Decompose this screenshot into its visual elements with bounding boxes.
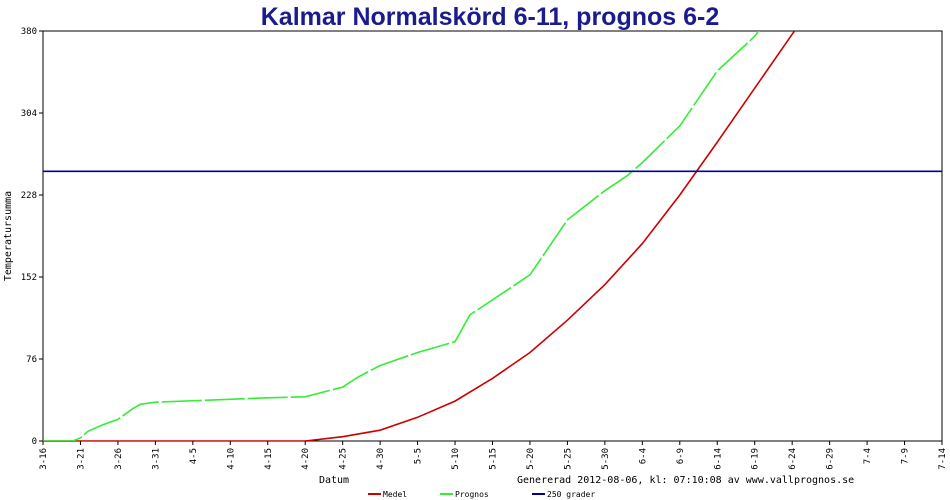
- y-tick-label: 380: [21, 27, 37, 37]
- legend-label: 250 grader: [547, 490, 595, 499]
- x-tick-label: 4-15: [264, 448, 274, 470]
- x-tick-label: 7-9: [901, 448, 911, 464]
- x-tick-label: 6-24: [788, 448, 798, 470]
- x-axis: 3-16 3-21 3-26 3-31 4-5 4-10 4-15 4-20 4-25 4-30 5…: [39, 441, 948, 470]
- x-tick-label: 3-16: [39, 448, 49, 470]
- x-tick-label: 4-20: [301, 448, 311, 470]
- x-tick-label: 6-4: [638, 448, 648, 464]
- footer-text: Genererad 2012-08-06, kl: 07:10:08 av ww…: [517, 475, 854, 486]
- x-tick-label: 4-5: [189, 448, 199, 464]
- x-axis-label: Datum: [319, 475, 349, 486]
- x-tick-label: 4-10: [226, 448, 236, 470]
- x-tick-label: 7-14: [938, 448, 948, 470]
- plot-border: [42, 30, 943, 442]
- plot-frame: [42, 30, 943, 442]
- x-tick-label: 3-26: [114, 448, 124, 470]
- y-tick-label: 152: [21, 273, 37, 283]
- y-tick-label: 76: [26, 355, 37, 365]
- y-tick-label: 228: [21, 191, 37, 201]
- series-line-medel: [43, 31, 796, 441]
- legend: Medel Prognos 250 grader: [368, 490, 595, 499]
- y-tick-label: 304: [21, 109, 37, 119]
- x-tick-label: 5-5: [414, 448, 424, 464]
- x-tick-label: 6-29: [826, 448, 836, 470]
- x-tick-label: 6-14: [713, 448, 723, 470]
- series-line-prognos: [43, 31, 760, 441]
- x-tick-label: 4-30: [376, 448, 386, 470]
- x-tick-label: 6-19: [751, 448, 761, 470]
- legend-label: Medel: [383, 490, 407, 499]
- y-axis-label: Temperatursumma: [3, 191, 14, 281]
- x-tick-label: 5-15: [489, 448, 499, 470]
- x-tick-label: 5-20: [526, 448, 536, 470]
- x-tick-label: 5-25: [563, 448, 573, 470]
- legend-label: Prognos: [455, 490, 489, 499]
- x-tick-label: 6-9: [676, 448, 686, 464]
- x-tick-label: 5-10: [451, 448, 461, 470]
- series-layer: [43, 31, 942, 441]
- y-axis: 0 76 152 228 304 380: [21, 27, 43, 447]
- x-tick-label: 7-4: [863, 448, 873, 464]
- x-tick-label: 4-25: [339, 448, 349, 470]
- chart-title: Kalmar Normalskörd 6-11, prognos 6-2: [261, 3, 719, 31]
- x-tick-label: 3-21: [76, 448, 86, 470]
- x-tick-label: 3-31: [151, 448, 161, 470]
- y-tick-label: 0: [32, 437, 37, 447]
- x-tick-label: 5-30: [601, 448, 611, 470]
